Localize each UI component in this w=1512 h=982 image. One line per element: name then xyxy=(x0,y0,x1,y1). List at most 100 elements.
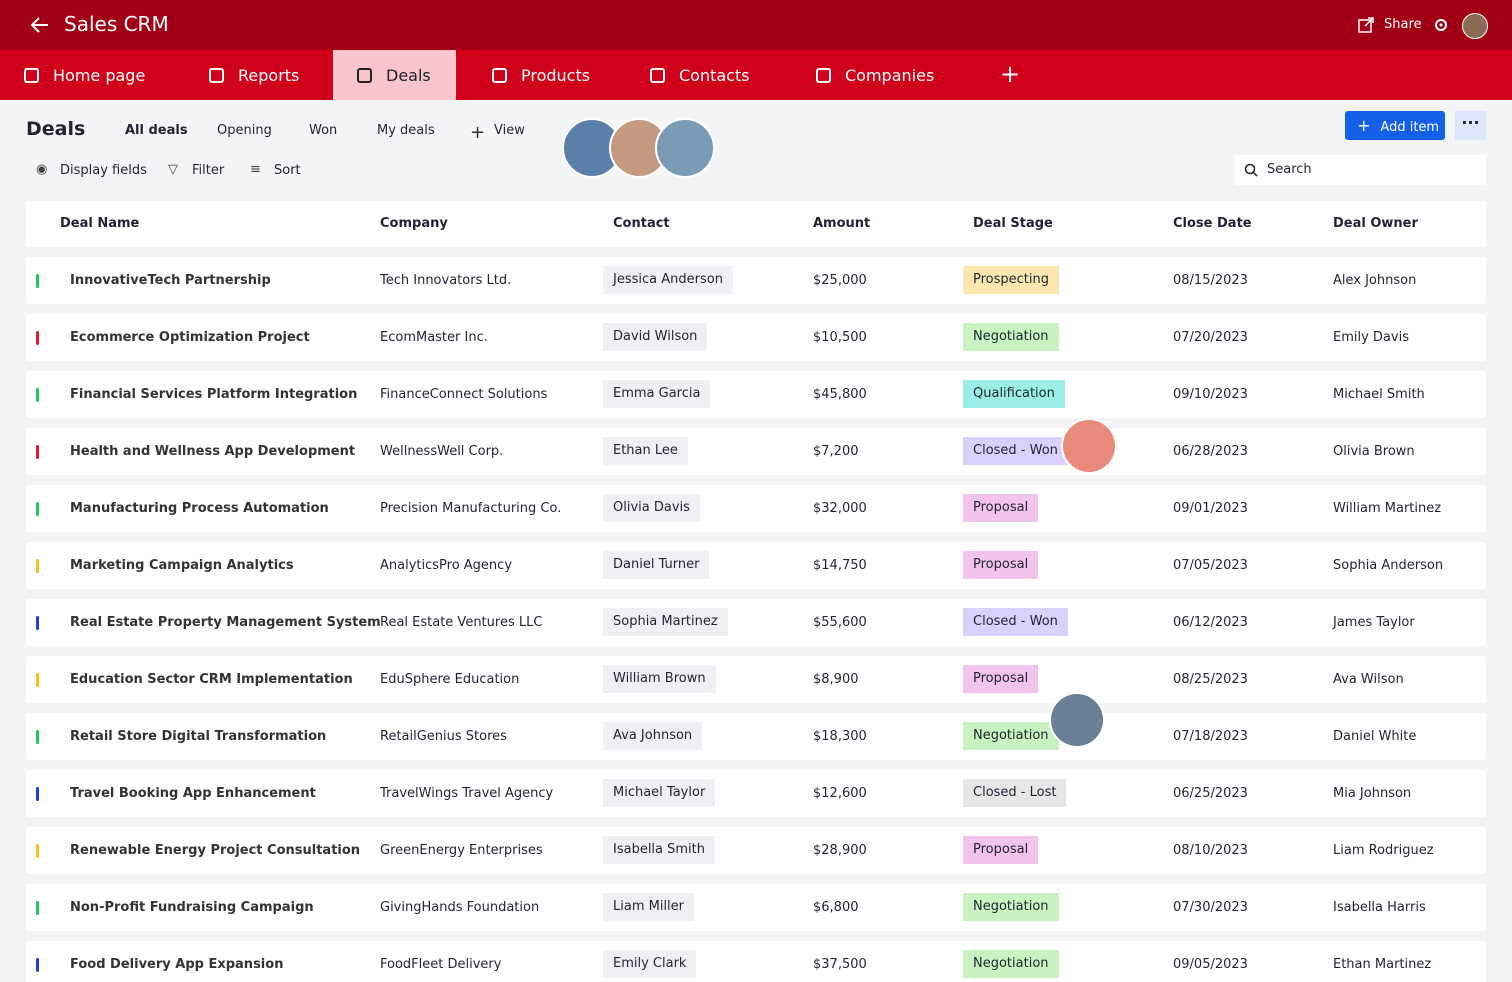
share-button[interactable]: Share xyxy=(1384,17,1422,32)
row-indicator xyxy=(36,787,39,801)
deal-name: InnovativeTech Partnership xyxy=(70,273,271,288)
deal-name: Real Estate Property Management System xyxy=(70,615,381,630)
nav-tab[interactable]: Companies xyxy=(792,50,972,100)
stage-chip[interactable]: Closed - Won xyxy=(963,437,1068,465)
cell: EcomMaster Inc. xyxy=(380,330,488,345)
contact-chip[interactable]: Ava Johnson xyxy=(603,722,703,750)
column-header[interactable]: Deal Stage xyxy=(973,216,1053,231)
cell: 07/05/2023 xyxy=(1173,558,1248,573)
cell: Emily Davis xyxy=(1333,330,1409,345)
cell: $32,000 xyxy=(813,501,867,516)
cell: 07/30/2023 xyxy=(1173,900,1248,915)
contact-chip[interactable]: William Brown xyxy=(603,665,716,693)
view-tab[interactable]: Opening xyxy=(217,123,272,138)
cell: Tech Innovators Ltd. xyxy=(380,273,512,288)
view-tab[interactable]: My deals xyxy=(377,123,435,138)
deal-name: Education Sector CRM Implementation xyxy=(70,672,353,687)
add-view[interactable]: View xyxy=(494,123,525,138)
contact-chip[interactable]: Liam Miller xyxy=(603,893,695,921)
cell: 08/15/2023 xyxy=(1173,273,1248,288)
column-header[interactable]: Amount xyxy=(813,216,871,231)
contact-chip[interactable]: Michael Taylor xyxy=(603,779,716,807)
view-tab[interactable]: Won xyxy=(309,123,338,138)
contact-chip[interactable]: Sophia Martinez xyxy=(603,608,728,636)
search-box[interactable]: Search xyxy=(1235,155,1486,185)
nav-tab[interactable]: Home page xyxy=(0,50,185,100)
table-row[interactable] xyxy=(26,656,1486,703)
table-row[interactable] xyxy=(26,770,1486,817)
contact-chip[interactable]: Emma Garcia xyxy=(603,380,711,408)
table-row[interactable] xyxy=(26,428,1486,475)
cell: $25,000 xyxy=(813,273,867,288)
column-header[interactable]: Contact xyxy=(613,216,670,231)
contact-chip[interactable]: Ethan Lee xyxy=(603,437,688,465)
toolbar-action[interactable]: Sort xyxy=(274,163,301,178)
table-row[interactable] xyxy=(26,371,1486,418)
table-row[interactable] xyxy=(26,941,1486,982)
column-header[interactable]: Company xyxy=(380,216,448,231)
stage-chip[interactable]: Proposal xyxy=(963,836,1039,864)
nav-icon xyxy=(24,67,39,83)
column-header[interactable]: Deal Name xyxy=(60,216,140,231)
toolbar-action[interactable]: Display fields xyxy=(60,163,147,178)
contact-chip[interactable]: Emily Clark xyxy=(603,950,697,978)
cell: FinanceConnect Solutions xyxy=(380,387,548,402)
stage-chip[interactable]: Proposal xyxy=(963,665,1039,693)
table-row[interactable] xyxy=(26,485,1486,532)
user-avatar[interactable] xyxy=(1462,13,1488,39)
stage-chip[interactable]: Qualification xyxy=(963,380,1065,408)
nav-tab[interactable]: Reports xyxy=(185,50,333,100)
table-row[interactable] xyxy=(26,599,1486,646)
stage-chip[interactable]: Proposal xyxy=(963,494,1039,522)
add-item-label: Add item xyxy=(1380,120,1440,135)
nav-tab[interactable]: Deals xyxy=(333,50,456,100)
settings-icon[interactable] xyxy=(1433,17,1449,33)
toolbar-action[interactable]: Filter xyxy=(192,163,225,178)
table-row[interactable] xyxy=(26,827,1486,874)
cell: Sophia Anderson xyxy=(1333,558,1444,573)
table-row[interactable] xyxy=(26,713,1486,760)
column-header[interactable]: Deal Owner xyxy=(1333,216,1418,231)
cell: 07/20/2023 xyxy=(1173,330,1248,345)
contact-chip[interactable]: Olivia Davis xyxy=(603,494,700,522)
view-tab[interactable]: All deals xyxy=(125,123,188,138)
cell: $8,900 xyxy=(813,672,859,687)
stage-chip[interactable]: Negotiation xyxy=(963,323,1059,351)
stage-chip[interactable]: Negotiation xyxy=(963,950,1059,978)
add-tab[interactable]: + xyxy=(1000,60,1021,88)
share-icon xyxy=(1358,17,1374,33)
nav-tab[interactable]: Products xyxy=(468,50,626,100)
row-indicator xyxy=(36,502,39,516)
cell: 06/25/2023 xyxy=(1173,786,1248,801)
table-row[interactable] xyxy=(26,257,1486,304)
cell: Olivia Brown xyxy=(1333,444,1415,459)
contact-chip[interactable]: Jessica Anderson xyxy=(603,266,733,294)
plus-icon: + xyxy=(470,122,486,143)
more-button[interactable]: ··· xyxy=(1455,111,1486,140)
row-indicator xyxy=(36,901,39,915)
stage-chip[interactable]: Closed - Won xyxy=(963,608,1068,636)
table-row[interactable] xyxy=(26,884,1486,931)
stage-chip[interactable]: Closed - Lost xyxy=(963,779,1067,807)
cell: 08/10/2023 xyxy=(1173,843,1248,858)
table-row[interactable] xyxy=(26,314,1486,361)
contact-chip[interactable]: Daniel Turner xyxy=(603,551,710,579)
stage-chip[interactable]: Proposal xyxy=(963,551,1039,579)
column-header[interactable]: Close Date xyxy=(1173,216,1252,231)
nav-icon xyxy=(650,67,665,83)
nav-label: Reports xyxy=(238,65,300,85)
cell: $45,800 xyxy=(813,387,867,402)
stage-chip[interactable]: Prospecting xyxy=(963,266,1059,294)
add-item-button[interactable]: + Add item xyxy=(1345,111,1445,140)
stage-chip[interactable]: Negotiation xyxy=(963,722,1059,750)
stage-chip[interactable]: Negotiation xyxy=(963,893,1059,921)
contact-chip[interactable]: David Wilson xyxy=(603,323,708,351)
nav-tab[interactable]: Contacts xyxy=(626,50,792,100)
nav-label: Home page xyxy=(53,65,146,85)
cell: WellnessWell Corp. xyxy=(380,444,504,459)
nav-icon xyxy=(492,67,507,83)
contact-chip[interactable]: Isabella Smith xyxy=(603,836,716,864)
back-button[interactable] xyxy=(30,15,50,35)
floating-avatar xyxy=(1049,692,1105,748)
table-row[interactable] xyxy=(26,542,1486,589)
